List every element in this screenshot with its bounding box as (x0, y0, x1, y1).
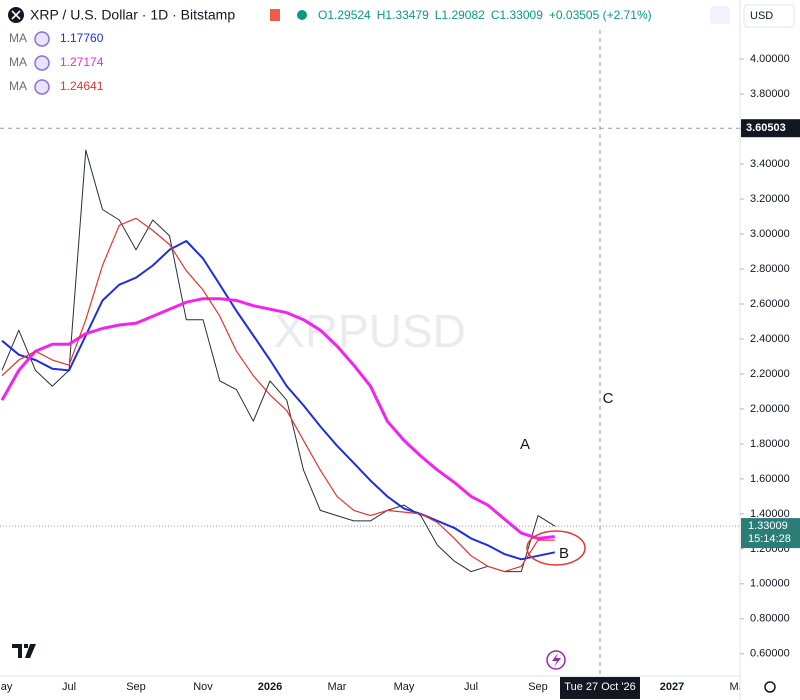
y-tick-label: 1.00000 (750, 578, 790, 590)
annotation: C (603, 390, 614, 407)
y-tick-label: 1.40000 (750, 508, 790, 520)
x-tick-label: 2027 (660, 681, 684, 693)
y-tick-label: 2.80000 (750, 263, 790, 275)
lightning-icon (552, 653, 561, 667)
status-dot (297, 10, 307, 20)
x-tick-label: May (394, 681, 415, 693)
crosshair-date-box (560, 677, 640, 699)
symbol-icon-x (11, 10, 21, 20)
y-tick-label: 3.20000 (750, 193, 790, 205)
flag-icon[interactable] (270, 9, 280, 21)
low: L1.29082 (435, 8, 485, 22)
symbol-title: XRP / U.S. Dollar · 1D · Bitstamp (30, 7, 235, 23)
y-tick-label: 0.60000 (750, 648, 790, 660)
y-tick-label: 0.80000 (750, 613, 790, 625)
last-price-box (741, 518, 800, 549)
moving-average-line (1, 240, 556, 561)
currency: USD (750, 10, 773, 22)
x-tick-label: Mar (328, 681, 347, 693)
y-tick-label: 3.40000 (750, 158, 790, 170)
legend-value: 1.17760 (60, 31, 104, 45)
tradingview-logo (12, 644, 36, 658)
x-tick-label: May (0, 681, 13, 693)
plot: XRPUSD A B C (0, 30, 740, 676)
settings-button[interactable] (710, 6, 730, 24)
y-tick-label: 3.80000 (750, 88, 790, 100)
y-tick-label: 2.60000 (750, 298, 790, 310)
legend-name: MA (9, 79, 27, 93)
ohlc: O1.29524 H1.33479 L1.29082 C1.33009 +0.03505… (318, 8, 652, 22)
x-tick-label: Sep (126, 681, 146, 693)
annotation: B (559, 545, 569, 562)
y-tick-label: 2.40000 (750, 333, 790, 345)
x-tick-label: 2026 (258, 681, 282, 693)
change: +0.03505 (+2.71%) (549, 8, 652, 22)
x-tick-label: Nov (193, 681, 213, 693)
open: O1.29524 (318, 8, 371, 22)
high: H1.33479 (377, 8, 429, 22)
price-line (1, 149, 556, 573)
y-tick-label: 3.00000 (750, 228, 790, 240)
price-axis-panel (740, 0, 800, 700)
last-price: 1.33009 (748, 520, 788, 532)
legend-icon[interactable] (34, 79, 50, 95)
header: XRP / U.S. Dollar · 1D · Bitstamp O1.295… (8, 6, 730, 24)
x-tick-label: Jul (62, 681, 76, 693)
y-tick-label: 1.60000 (750, 473, 790, 485)
x-tick-label: Sep (528, 681, 548, 693)
close: C1.33009 (491, 8, 543, 22)
legend-icon[interactable] (34, 31, 50, 47)
legend-name: MA (9, 31, 27, 45)
y-tick-label: 2.20000 (750, 368, 790, 380)
countdown: 15:14:28 (748, 533, 791, 545)
x-tick-label: Jul (464, 681, 478, 693)
legend-value: 1.27174 (60, 55, 104, 69)
annotation: A (520, 436, 530, 453)
moving-average-line (0, 297, 555, 540)
currency-button[interactable] (743, 4, 795, 28)
highlight-ellipse (526, 530, 586, 566)
y-tick-label: 1.80000 (750, 438, 790, 450)
legend-icon[interactable] (34, 55, 50, 71)
settings-icon[interactable] (764, 681, 776, 693)
crosshair-date: Tue 27 Oct '26 (564, 681, 635, 693)
legend-name: MA (9, 55, 27, 69)
crosshair-price-box (741, 119, 800, 138)
watermark: XRPUSD (274, 305, 466, 357)
y-tick-label: 2.00000 (750, 403, 790, 415)
crosshair-price: 3.60503 (746, 122, 786, 134)
legend-value: 1.24641 (60, 79, 104, 93)
lightning-icon[interactable] (546, 650, 566, 670)
y-tick-label: 4.00000 (750, 53, 790, 65)
moving-average-line (1, 217, 555, 573)
